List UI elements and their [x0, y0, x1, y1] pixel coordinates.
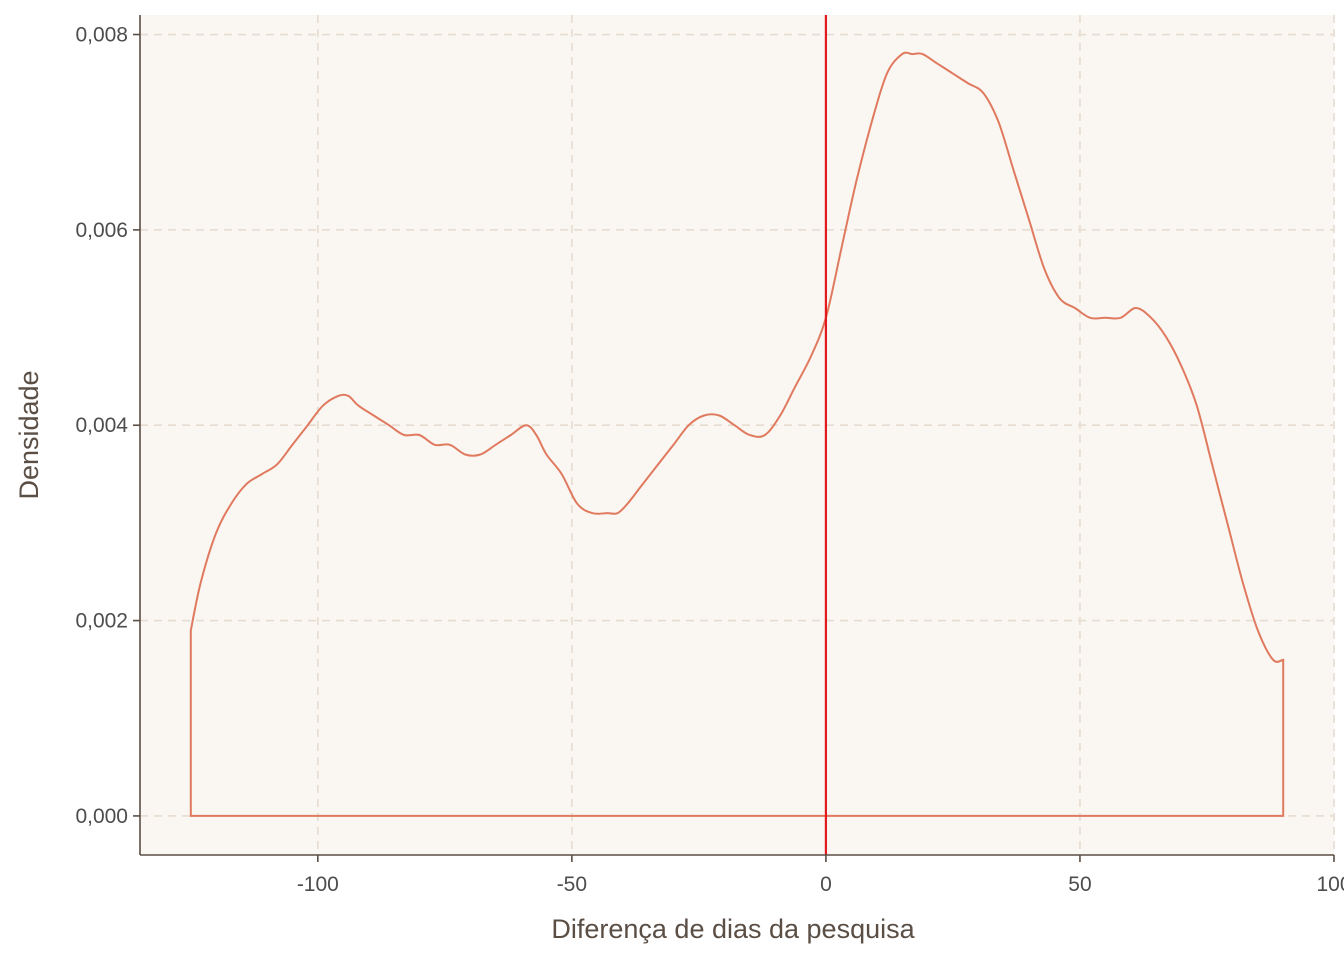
x-tick-label: 50 — [1068, 873, 1091, 896]
plot-panel — [140, 15, 1334, 855]
x-tick-label: -100 — [297, 873, 339, 896]
density-area — [189, 51, 1285, 817]
x-tick-label: 0 — [820, 873, 832, 896]
y-axis-title: Densidade — [14, 370, 44, 499]
x-axis-title: Diferença de dias da pesquisa — [551, 914, 915, 944]
y-axis-ticks: 0,000 0,002 0,004 0,006 0,008 — [75, 24, 140, 828]
x-axis-ticks: -100 -50 0 50 100 — [297, 855, 1344, 896]
y-tick-label: 0,008 — [75, 24, 128, 47]
y-tick-label: 0,006 — [75, 219, 128, 242]
x-tick-label: -50 — [557, 873, 587, 896]
y-tick-label: 0,000 — [75, 805, 128, 828]
y-tick-label: 0,002 — [75, 610, 128, 633]
y-tick-label: 0,004 — [75, 414, 128, 437]
x-tick-label: 100 — [1316, 873, 1344, 896]
